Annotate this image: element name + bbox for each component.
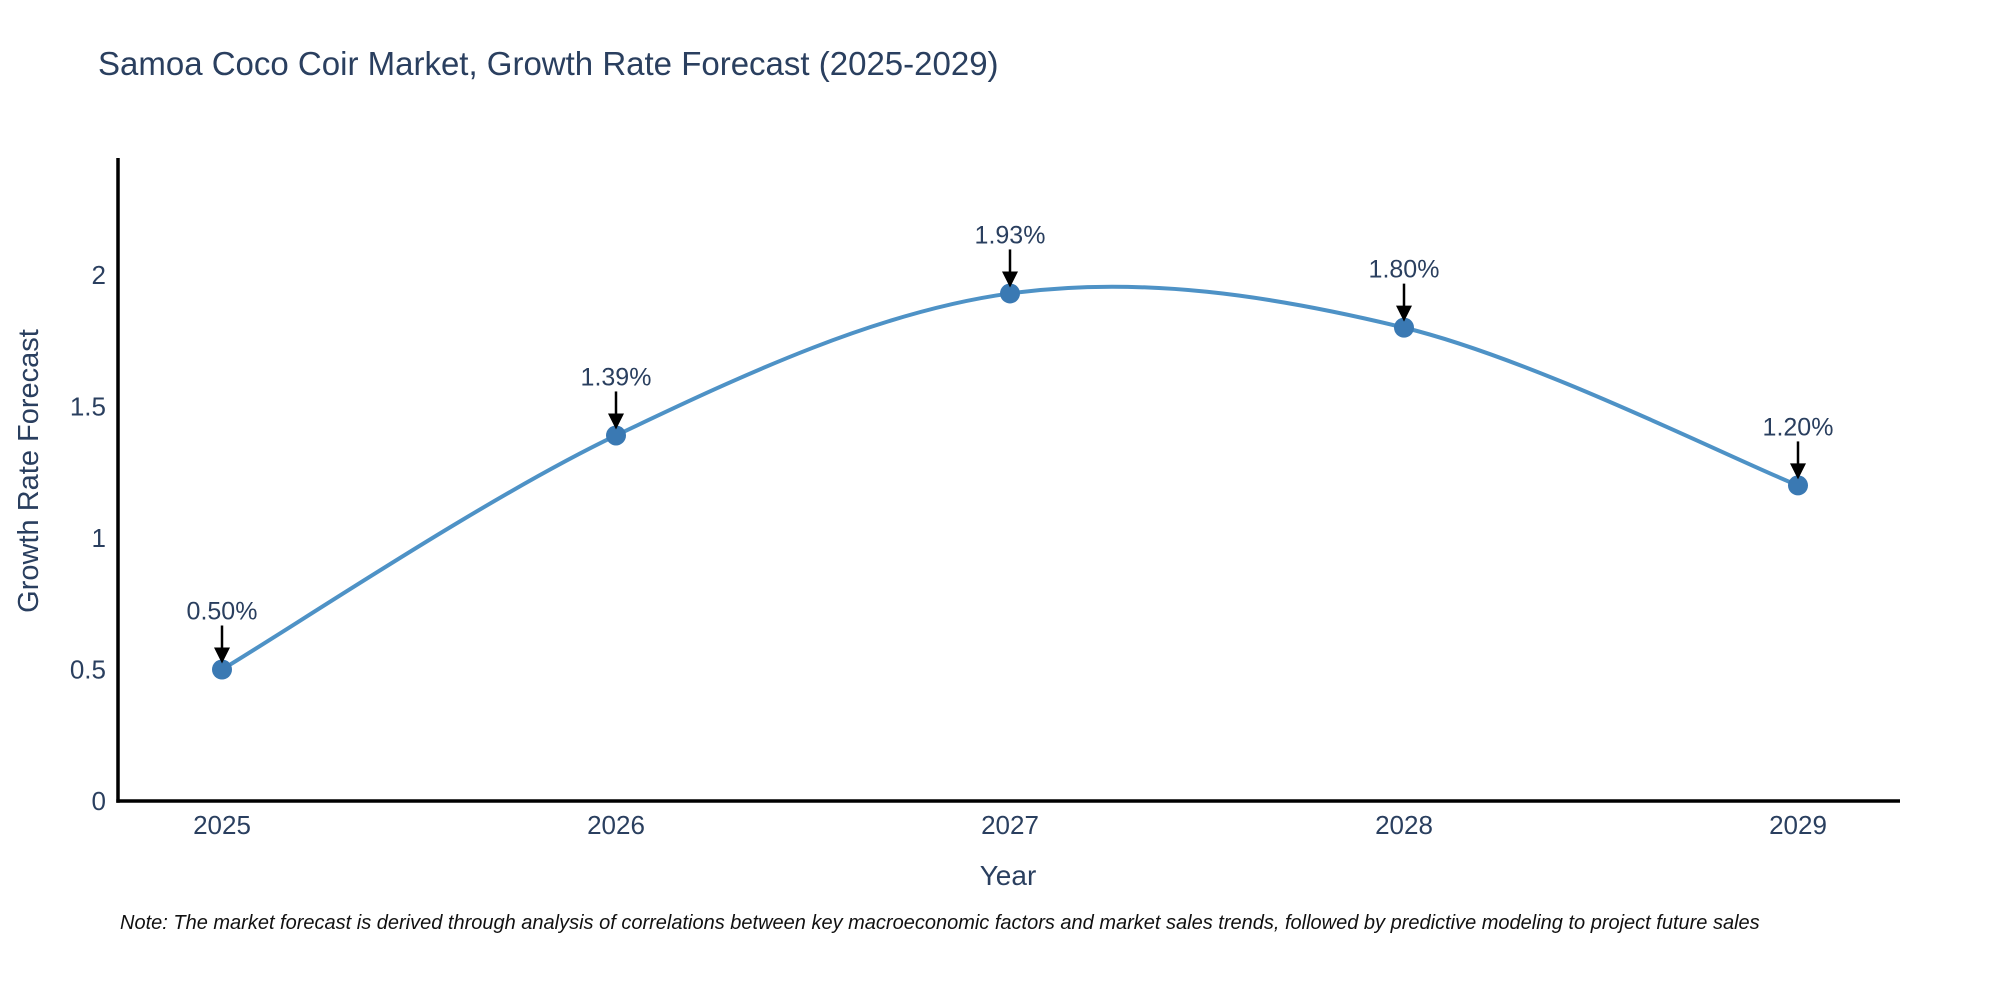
forecast-spline-line (220, 284, 1800, 672)
y-tick-label: 0 (92, 786, 106, 816)
x-tick-label: 2027 (981, 810, 1039, 840)
annotation-arrow-head (1790, 463, 1806, 480)
chart-title: Samoa Coco Coir Market, Growth Rate Fore… (98, 45, 999, 82)
data-point-marker[interactable] (1394, 317, 1414, 338)
y-tick-label: 0.5 (70, 655, 106, 685)
point-value-label: 0.50% (187, 598, 258, 626)
x-tick-label: 2029 (1769, 810, 1827, 840)
data-point-marker[interactable] (606, 425, 626, 446)
point-value-label: 1.93% (975, 221, 1046, 249)
annotation-arrow-head (1002, 271, 1018, 288)
data-point-marker[interactable] (1000, 283, 1020, 304)
footnote: Note: The market forecast is derived thr… (120, 912, 1760, 934)
x-tick-label: 2028 (1375, 810, 1433, 840)
point-value-label: 1.39% (581, 363, 652, 391)
annotation-arrow-head (1396, 305, 1412, 322)
y-tick-label: 1.5 (70, 392, 106, 422)
point-value-label: 1.80% (1369, 256, 1440, 284)
x-tick-label: 2026 (587, 810, 645, 840)
y-tick-label: 2 (92, 260, 106, 290)
data-point-marker[interactable] (212, 659, 232, 680)
data-point-marker[interactable] (1788, 475, 1808, 496)
point-value-label: 1.20% (1763, 413, 1834, 441)
annotation-arrow-head (608, 413, 624, 430)
y-tick-label: 1 (92, 523, 106, 553)
x-tick-label: 2025 (193, 810, 251, 840)
annotation-arrow-head (214, 647, 230, 664)
x-axis-title: Year (979, 860, 1037, 891)
